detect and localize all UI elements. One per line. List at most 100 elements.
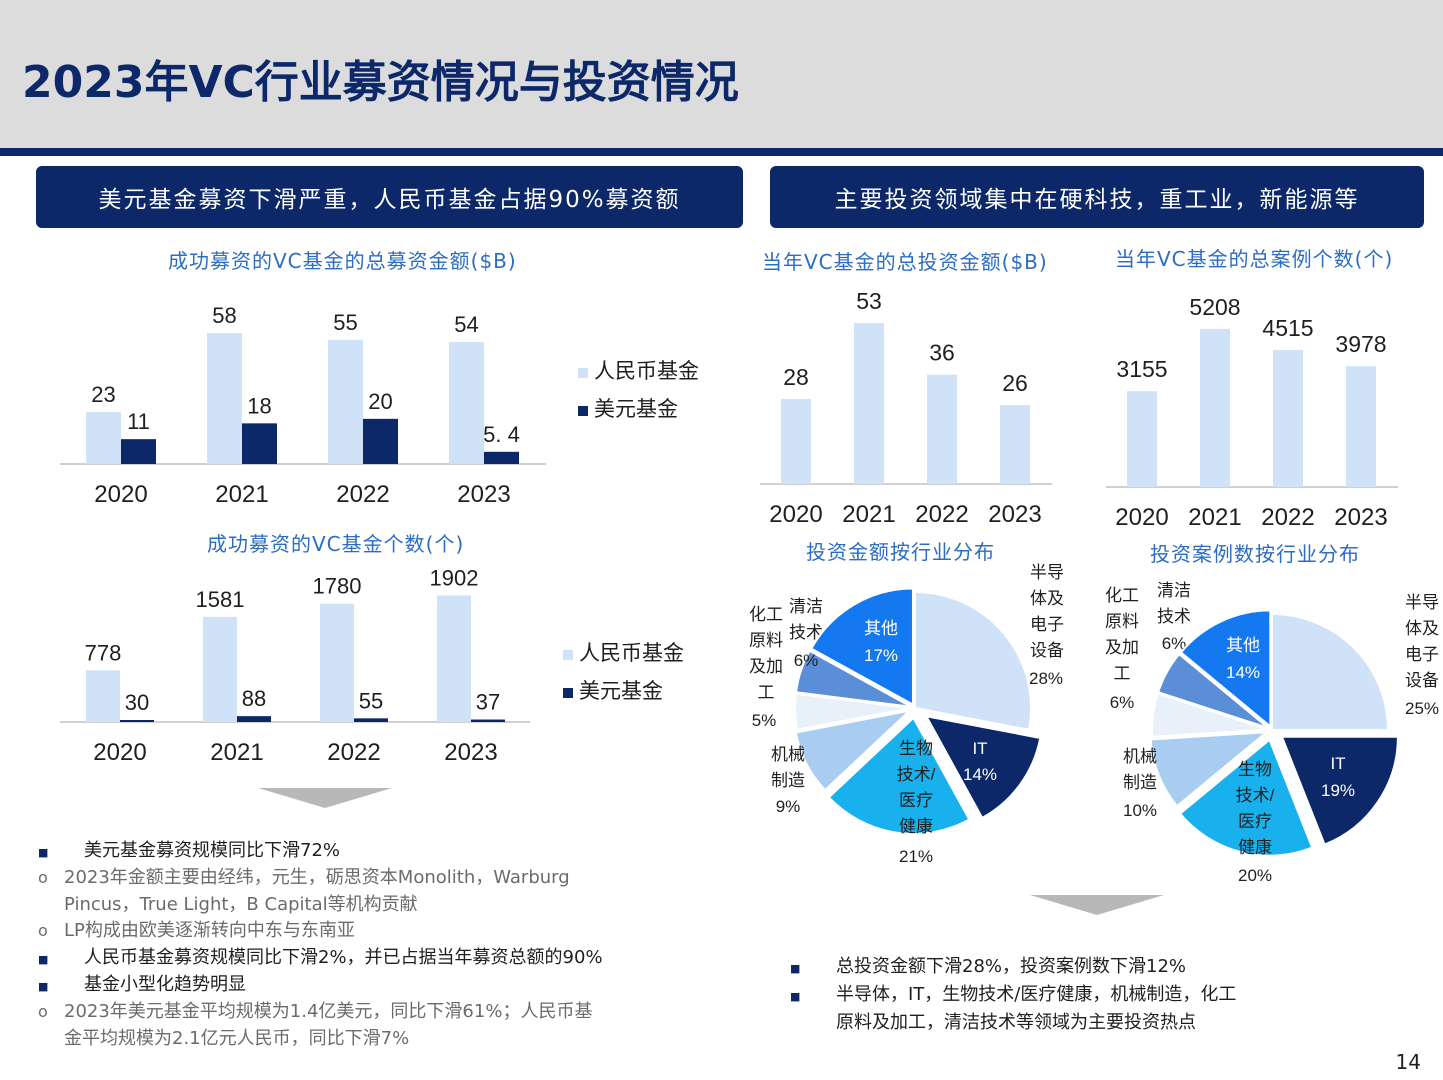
cases_by_industry-slice-name-0-3: 设备 — [1405, 671, 1439, 690]
amount_by_industry-slice-value-3: 9% — [776, 797, 801, 816]
fund_count-label-usd-2020: 30 — [125, 690, 149, 715]
bullet-marker: ■ — [790, 990, 801, 1003]
fund_amount-tick-2023: 2023 — [457, 481, 510, 508]
bullet-text: 人民币基金募资规模同比下滑2%，并已占据当年募资总额的90% — [84, 947, 603, 969]
invest_amount-label-2020: 28 — [783, 364, 809, 390]
amount_by_industry-slice-6 — [809, 587, 914, 707]
bullet-text: LP构成由欧美逐渐转向中东与东南亚 — [64, 920, 355, 942]
fund_amount-bar-usd-2022 — [363, 418, 398, 464]
bullet-text: 美元基金募资规模同比下滑72% — [84, 840, 341, 861]
fund_count-bar-rmb-2023 — [437, 595, 471, 722]
fund_count-tick-2021: 2021 — [210, 739, 263, 766]
chart-title-cases-industry: 投资案例数按行业分布 — [1150, 542, 1360, 566]
cases_by_industry-slice-name-3-0: 机械 — [1123, 747, 1157, 766]
invest_cases-bar-2022 — [1273, 349, 1303, 487]
fund_count-label-rmb-2020: 778 — [85, 640, 122, 665]
cases_by_industry-slice-2 — [1178, 738, 1314, 857]
fund_count-bar-rmb-2021 — [203, 616, 237, 722]
fund_amount-label-rmb-2022: 55 — [333, 310, 357, 335]
bullet-marker: ■ — [38, 953, 49, 967]
invest_amount-label-2022: 36 — [929, 340, 955, 366]
bullet-text: 原料及加工，清洁技术等领域为主要投资热点 — [836, 1012, 1196, 1033]
invest_amount-tick-2021: 2021 — [842, 501, 895, 528]
fund_amount-legend-label-1: 美元基金 — [594, 398, 678, 421]
fund_count-bar-rmb-2020 — [86, 670, 120, 722]
fund_count-label-usd-2023: 37 — [476, 690, 500, 715]
fund_amount-label-rmb-2020: 23 — [91, 382, 115, 407]
bullet-marker: ■ — [38, 846, 49, 859]
amount_by_industry-slice-name-0-0: 半导 — [1030, 563, 1064, 582]
amount_by_industry-slice-name-4-2: 及加 — [749, 657, 783, 676]
cases_by_industry-slice-value-3: 10% — [1123, 801, 1157, 820]
amount_by_industry-slice-3 — [794, 709, 913, 792]
amount_by_industry-slice-name-2-3: 健康 — [899, 817, 933, 836]
bullet-marker: ■ — [38, 980, 49, 993]
cases_by_industry-slice-name-3-1: 制造 — [1123, 773, 1157, 792]
banner-left: 美元基金募资下滑严重，人民币基金占据90%募资额 — [36, 166, 743, 228]
bullet-marker: o — [38, 867, 48, 887]
fund_amount-bar-rmb-2021 — [207, 333, 242, 464]
amount_by_industry-slice-name-1-0: IT — [972, 739, 987, 758]
invest_cases-bar-2020 — [1127, 391, 1157, 487]
fund_count-bar-usd-2022 — [354, 718, 388, 722]
amount_by_industry-slice-name-5-0: 清洁 — [789, 597, 823, 616]
fund_amount-legend-swatch-0 — [578, 368, 588, 378]
cases_by_industry-slice-value-6: 14% — [1226, 663, 1260, 682]
invest_amount-label-2021: 53 — [856, 288, 882, 314]
bullet-marker: ■ — [790, 962, 801, 975]
chart-title-fund-amount: 成功募资的VC基金的总募资金额($B) — [168, 249, 517, 273]
amount_by_industry-slice-name-0-3: 设备 — [1030, 641, 1064, 660]
cases_by_industry-slice-6 — [1179, 609, 1272, 729]
amount_by_industry-slice-name-0-2: 电子 — [1030, 615, 1064, 634]
amount_by_industry-slice-value-6: 17% — [864, 646, 898, 665]
amount_by_industry-slice-5 — [794, 649, 912, 708]
cases_by_industry-slice-value-1: 19% — [1321, 781, 1355, 800]
fund_amount-bar-usd-2020 — [121, 439, 156, 464]
fund_count-tick-2022: 2022 — [327, 739, 380, 766]
invest_cases-label-2020: 3155 — [1116, 356, 1167, 382]
amount_by_industry-slice-name-3-1: 制造 — [771, 771, 805, 790]
amount_by_industry-slice-name-2-0: 生物 — [899, 739, 933, 758]
amount_by_industry-slice-1 — [924, 714, 1042, 820]
invest_cases-label-2021: 5208 — [1189, 294, 1240, 320]
cases_by_industry-slice-name-2-2: 医疗 — [1238, 812, 1272, 831]
cases_by_industry-slice-name-0-1: 体及 — [1405, 619, 1439, 638]
invest_cases-tick-2020: 2020 — [1115, 504, 1168, 531]
cases_by_industry-slice-3 — [1149, 731, 1270, 808]
bullet-marker: o — [38, 921, 48, 941]
invest_cases-label-2023: 3978 — [1335, 331, 1386, 357]
chart-title-invest-amount: 当年VC基金的总投资金额($B) — [762, 250, 1048, 274]
page-number: 14 — [1395, 1050, 1421, 1074]
amount_by_industry-slice-name-3-0: 机械 — [771, 745, 805, 764]
fund_count-tick-2023: 2023 — [444, 739, 497, 766]
cases_by_industry-slice-value-2: 20% — [1238, 866, 1272, 885]
fund_count-legend-swatch-1 — [563, 688, 573, 698]
invest_cases-label-2022: 4515 — [1262, 315, 1313, 341]
fund_count-bar-rmb-2022 — [320, 603, 354, 722]
fund_amount-label-rmb-2021: 58 — [212, 303, 236, 328]
invest_cases-bar-2023 — [1346, 366, 1376, 487]
cases_by_industry-slice-name-5-0: 清洁 — [1157, 581, 1191, 600]
fund_amount-bar-usd-2021 — [242, 423, 277, 464]
bullet-text: Pincus，True Light，B Capital等机构贡献 — [64, 893, 418, 915]
cases_by_industry-slice-4 — [1151, 692, 1269, 738]
cases_by_industry-slice-value-0: 25% — [1405, 699, 1439, 718]
fund_amount-label-usd-2021: 18 — [247, 393, 271, 418]
cases_by_industry-slice-5 — [1156, 652, 1270, 730]
page-title: 2023年VC行业募资情况与投资情况 — [22, 57, 739, 108]
cases_by_industry-slice-name-5-1: 技术 — [1157, 607, 1191, 626]
down-arrow-right — [1030, 895, 1164, 915]
amount_by_industry-slice-name-2-2: 医疗 — [899, 791, 933, 810]
amount_by_industry-slice-value-2: 21% — [899, 847, 933, 866]
cases_by_industry-slice-name-6-0: 其他 — [1226, 636, 1260, 655]
fund_amount-tick-2021: 2021 — [215, 481, 268, 508]
amount_by_industry-slice-name-4-0: 化工 — [749, 605, 783, 624]
fund_amount-bar-usd-2023 — [484, 451, 519, 464]
invest_amount-label-2023: 26 — [1002, 370, 1028, 396]
fund_count-label-usd-2022: 55 — [359, 688, 383, 713]
cases_by_industry-slice-name-4-0: 化工 — [1105, 586, 1139, 605]
banner-right: 主要投资领域集中在硬科技，重工业，新能源等 — [770, 166, 1424, 228]
amount_by_industry-slice-value-5: 6% — [794, 651, 819, 670]
fund_count-label-rmb-2023: 1902 — [430, 566, 479, 591]
